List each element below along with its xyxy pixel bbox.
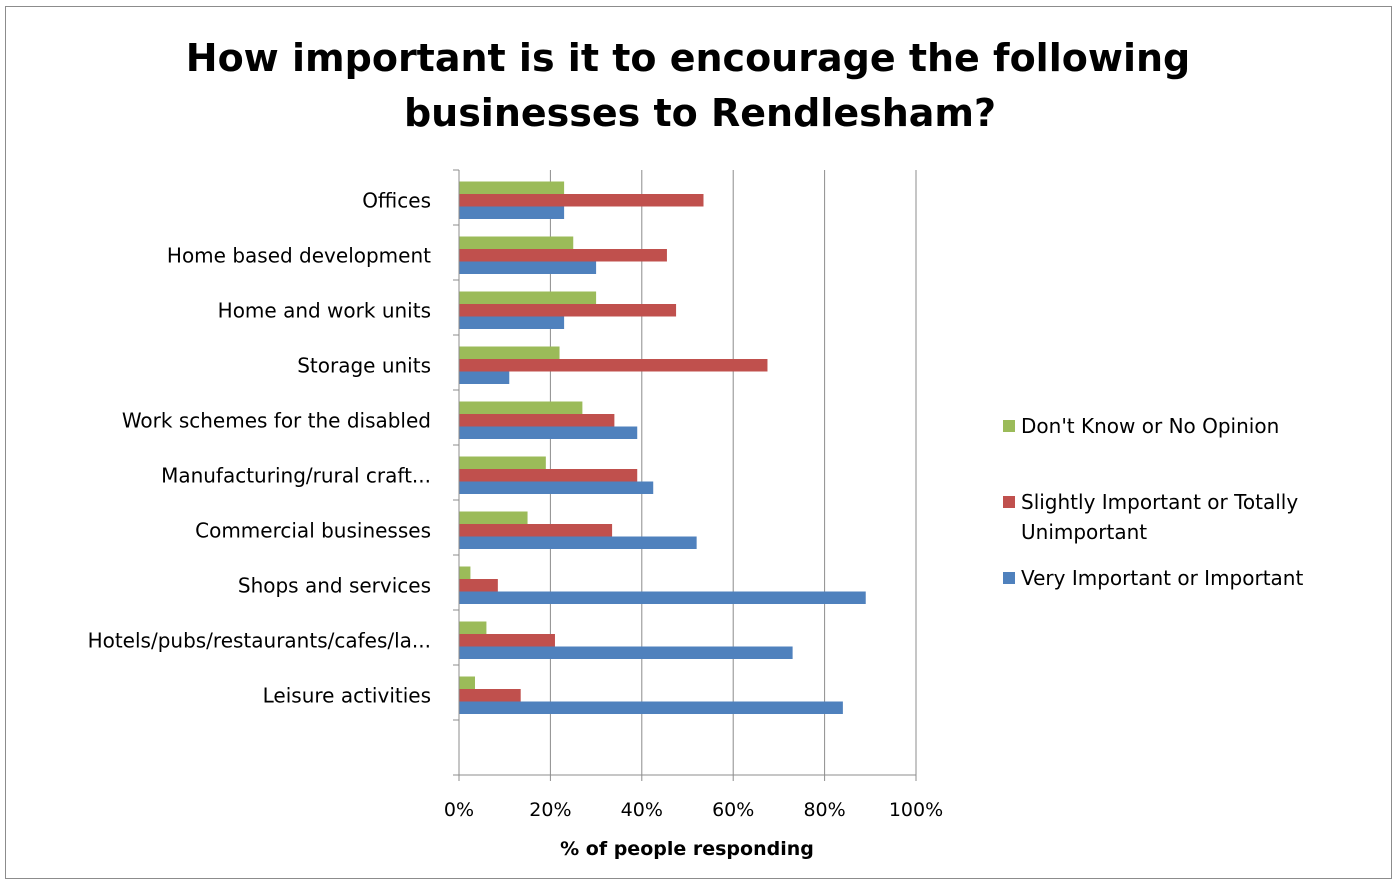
x-tick-labels: 0% 20% 40% 60% 80% 100%	[444, 799, 943, 821]
legend-swatch	[1003, 420, 1015, 432]
bar	[459, 291, 597, 304]
x-axis-title: % of people responding	[560, 838, 814, 860]
bar	[459, 621, 487, 634]
bar	[459, 536, 697, 549]
bar	[459, 359, 768, 372]
bar	[459, 304, 677, 317]
bar	[459, 426, 638, 439]
chart-title: How important is it to encourage the fol…	[186, 36, 1190, 135]
category-label: Home based development	[167, 243, 431, 267]
x-tick-label: 0%	[444, 799, 474, 821]
legend-label: Don't Know or No Opinion	[1021, 414, 1279, 438]
bar	[459, 634, 555, 647]
bar	[459, 511, 528, 524]
bar	[459, 469, 638, 482]
legend-label: Very Important or Important	[1021, 566, 1303, 590]
chart-title-line-1: How important is it to encourage the fol…	[186, 36, 1190, 80]
bar	[459, 646, 793, 659]
bar	[459, 579, 498, 592]
x-tick-label: 100%	[889, 799, 943, 821]
bar	[459, 316, 565, 329]
bar	[459, 524, 613, 537]
bar	[459, 236, 574, 249]
bar	[459, 591, 866, 604]
category-label: Manufacturing/rural craft...	[161, 463, 431, 487]
chart-title-line-2: businesses to Rendlesham?	[404, 91, 996, 135]
x-tick-label: 80%	[803, 799, 845, 821]
legend-label: Unimportant	[1021, 520, 1147, 544]
category-label: Home and work units	[218, 298, 431, 322]
bar	[459, 401, 583, 414]
bar	[459, 261, 597, 274]
bar	[459, 456, 546, 469]
category-label: Commercial businesses	[195, 518, 431, 542]
bar	[459, 566, 471, 579]
chart-frame	[5, 6, 1392, 879]
bar	[459, 249, 667, 262]
bar	[459, 181, 565, 194]
bar	[459, 194, 704, 207]
bar	[459, 206, 565, 219]
bar	[459, 346, 560, 359]
category-labels: Offices Home based development Home and wo…	[88, 188, 432, 707]
category-label: Offices	[362, 188, 431, 212]
category-label: Hotels/pubs/restaurants/cafes/la...	[88, 628, 431, 652]
bars	[459, 181, 866, 714]
axes	[453, 169, 917, 781]
category-label: Work schemes for the disabled	[122, 408, 431, 432]
legend: Don't Know or No Opinion Slightly Importa…	[1003, 414, 1303, 590]
bar	[459, 481, 654, 494]
bar	[459, 371, 510, 384]
bar	[459, 689, 521, 702]
legend-label: Slightly Important or Totally	[1021, 490, 1298, 514]
category-label: Shops and services	[238, 573, 431, 597]
bar	[459, 676, 475, 689]
x-tick-label: 40%	[621, 799, 663, 821]
bar	[459, 414, 615, 427]
x-tick-label: 20%	[529, 799, 571, 821]
category-label: Leisure activities	[263, 683, 431, 707]
category-label: Storage units	[297, 353, 431, 377]
legend-swatch	[1003, 572, 1015, 584]
bar	[459, 701, 843, 714]
legend-swatch	[1003, 496, 1015, 508]
x-tick-label: 60%	[712, 799, 754, 821]
